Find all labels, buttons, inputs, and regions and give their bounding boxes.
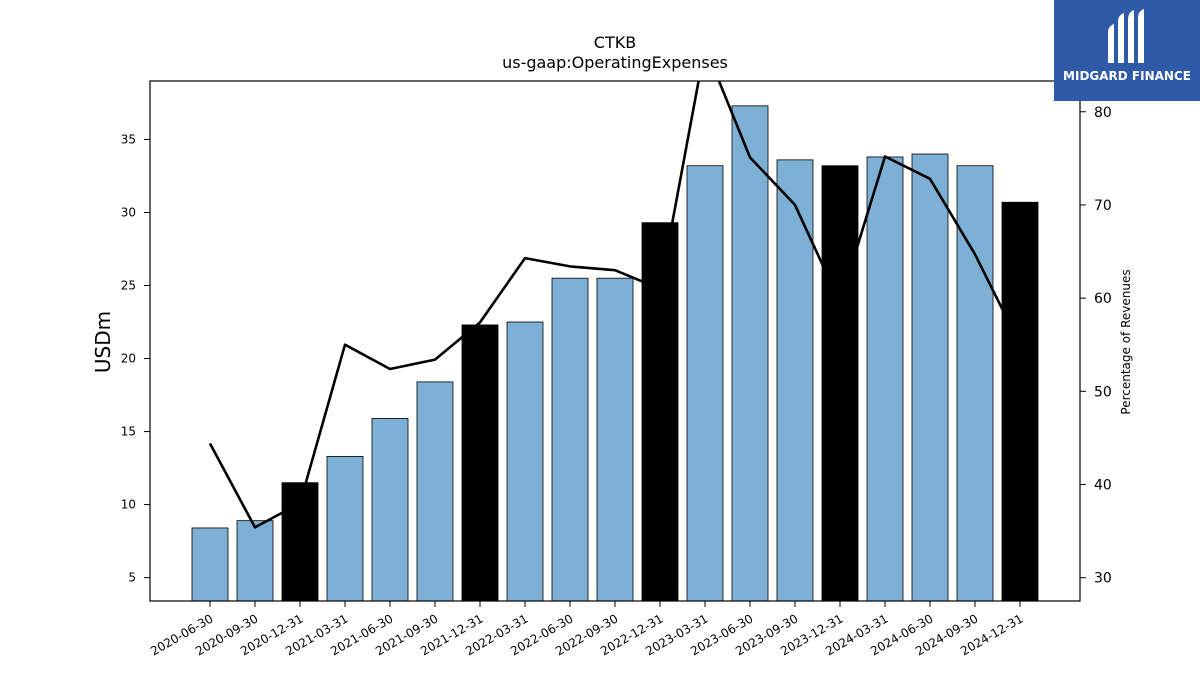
bar-2020-06-30: [191, 527, 229, 602]
midgard-logo-icon: [1108, 9, 1144, 63]
y2-tick-label: 60: [1094, 291, 1112, 307]
y-tick-label: 5: [128, 571, 136, 585]
bar-2023-12-31: [821, 165, 859, 602]
y-axis-label: USDm: [91, 311, 115, 373]
bar-2023-06-30: [731, 105, 769, 602]
x-axis: 2020-06-302020-09-302020-12-312021-03-31…: [148, 601, 1026, 658]
left-axis: 5 10 15 20 25 30 35: [121, 132, 150, 585]
chart-subtitle: us-gaap:OperatingExpenses: [502, 53, 728, 72]
y2-tick-label: 50: [1094, 384, 1112, 400]
percentage-line: [208, 81, 1022, 529]
y-tick-label: 10: [121, 498, 136, 512]
right-axis: 30 40 50 60 70 80: [1080, 105, 1112, 587]
bar-2023-09-30: [776, 159, 814, 602]
brand-logo: MIDGARD FINANCE: [1054, 0, 1200, 101]
y2-tick-label: 70: [1094, 198, 1112, 214]
chart-title: CTKB: [594, 33, 636, 52]
y-tick-label: 35: [121, 132, 136, 146]
bar-2021-12-31: [461, 324, 499, 602]
bar-2022-03-31: [506, 321, 544, 602]
bar-group: [191, 105, 1039, 602]
bar-2021-06-30: [371, 418, 409, 602]
brand-name: MIDGARD FINANCE: [1063, 69, 1191, 83]
bar-2021-09-30: [416, 381, 454, 602]
y2-tick-label: 30: [1094, 571, 1112, 587]
bar-2022-06-30: [551, 277, 589, 602]
y-tick-label: 30: [121, 205, 136, 219]
y-tick-label: 20: [121, 352, 136, 366]
y2-axis-label: Percentage of Revenues: [1119, 269, 1133, 414]
bar-2024-03-31: [866, 156, 904, 602]
y2-tick-label: 80: [1094, 105, 1112, 121]
y-tick-label: 15: [121, 425, 136, 439]
bar-2023-03-31: [686, 165, 724, 602]
bar-2024-09-30: [956, 165, 994, 602]
y2-tick-label: 40: [1094, 478, 1112, 494]
bar-2021-03-31: [326, 455, 364, 602]
bar-2024-06-30: [911, 153, 949, 602]
bar-2022-09-30: [596, 277, 634, 602]
bar-2020-09-30: [236, 520, 274, 602]
y-tick-label: 25: [121, 278, 136, 292]
bar-2022-12-31: [641, 222, 679, 602]
bar-2024-12-31: [1001, 201, 1039, 602]
